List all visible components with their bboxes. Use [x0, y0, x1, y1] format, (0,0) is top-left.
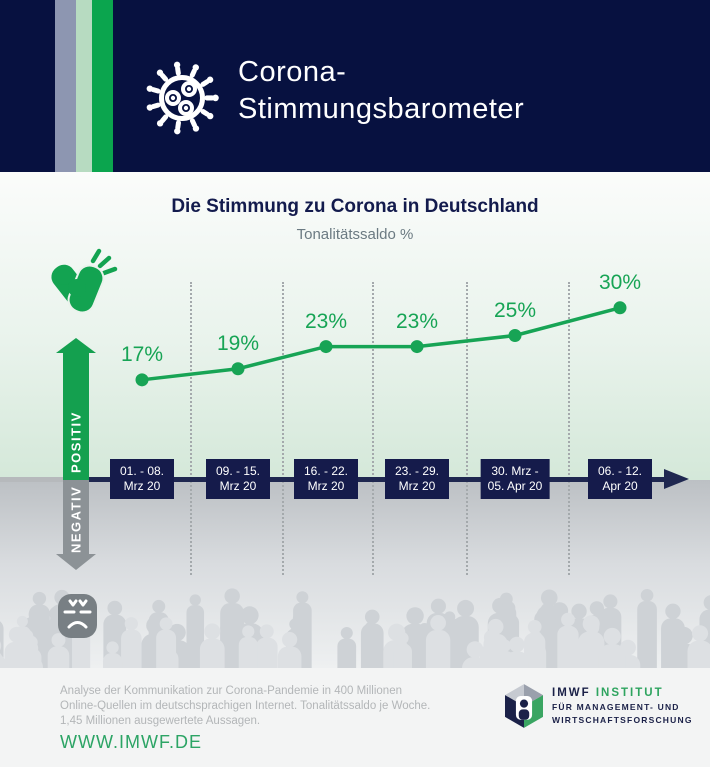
vertical-gridline	[190, 282, 192, 575]
crowd-person-silhouette	[199, 623, 225, 668]
crowd-person-silhouette	[524, 619, 546, 668]
crowd-person-silhouette	[0, 653, 3, 668]
crowd-person-silhouette	[557, 612, 579, 668]
header-stripe-green	[92, 0, 113, 172]
crowd-person-silhouette	[337, 626, 357, 668]
crowd-person-silhouette	[255, 624, 278, 668]
crowd-silhouette-graphic	[0, 588, 710, 668]
imwf-logo-name-green: INSTITUT	[595, 687, 664, 699]
source-note-line2: Online-Quellen im deutschsprachigen Inte…	[60, 700, 431, 712]
website-url: WWW.IMWF.DE	[60, 732, 202, 752]
vertical-gridline	[282, 282, 284, 575]
crowd-person-silhouette	[637, 588, 657, 668]
imwf-logo-line2: FÜR MANAGEMENT- UND	[552, 702, 680, 712]
data-point-label: 17%	[120, 342, 164, 366]
crowd-person-silhouette	[425, 615, 451, 668]
x-axis-left-segment	[0, 477, 63, 482]
crowd-person-silhouette	[103, 641, 123, 668]
positive-axis-label: POSITIV	[68, 411, 84, 473]
app-title-line2: Stimmungsbarometer	[238, 93, 525, 125]
crowd-person-silhouette	[186, 594, 205, 668]
crowd-person-silhouette	[360, 609, 384, 668]
x-axis-label: 09. - 15. Mrz 20	[206, 459, 270, 499]
chart-title: Die Stimmung zu Corona in Deutschland	[171, 196, 539, 217]
crowd-person-silhouette	[238, 625, 258, 668]
imwf-logo: IMWF INSTITUT FÜR MANAGEMENT- UND WIRTSC…	[505, 684, 693, 728]
source-note-line1: Analyse der Kommunikation zur Corona-Pan…	[60, 685, 402, 697]
crowd-person-silhouette	[47, 633, 70, 668]
crowd-person-silhouette	[581, 620, 604, 668]
crowd-person-silhouette	[687, 625, 710, 668]
vertical-gridline	[371, 282, 374, 575]
x-axis-label: 16. - 22. Mrz 20	[294, 459, 358, 499]
negative-arrow-body	[63, 480, 89, 554]
data-point-label: 23%	[304, 309, 348, 333]
x-axis-label: 01. - 08. Mrz 20	[110, 459, 174, 499]
crowd-person-silhouette	[504, 636, 529, 668]
imwf-logo-name: IMWF INSTITUT	[552, 687, 693, 700]
negative-arrow-tip-icon	[56, 554, 96, 570]
crowd-person-silhouette	[445, 618, 472, 668]
vertical-gridline	[466, 282, 468, 575]
crowd-person-silhouette	[479, 629, 504, 668]
crowd-person-silhouette	[598, 627, 626, 668]
data-point-label: 30%	[598, 270, 642, 294]
crowd-person-silhouette	[393, 632, 412, 668]
source-note-line3: 1,45 Millionen ausgewertete Aussagen.	[60, 715, 261, 727]
imwf-logo-line3: WIRTSCHAFTSFORSCHUNG	[552, 715, 693, 725]
virus-icon	[146, 61, 219, 135]
crowd-person-silhouette	[220, 588, 245, 668]
imwf-logo-cube-icon	[505, 684, 543, 728]
source-note: Analyse der Kommunikation zur Corona-Pan…	[60, 684, 430, 729]
positive-arrow-body	[63, 352, 89, 480]
crowd-person-silhouette	[4, 626, 29, 668]
crowd-person-silhouette	[156, 617, 177, 668]
imwf-logo-name-bold: IMWF	[552, 687, 591, 699]
negative-axis-label: NEGATIV	[68, 485, 84, 553]
app-title: Corona- Stimmungsbarometer	[238, 54, 524, 128]
vertical-gridline	[567, 282, 570, 575]
chart-subtitle: Tonalitätssaldo %	[296, 226, 414, 243]
header-stripe-grayblue	[55, 0, 76, 172]
x-axis-line	[89, 477, 666, 482]
imwf-logo-text: IMWF INSTITUT FÜR MANAGEMENT- UND WIRTSC…	[552, 687, 693, 726]
sad-face-icon	[58, 594, 97, 638]
positive-arrow-tip-icon	[56, 338, 96, 353]
crowd-person-silhouette	[277, 632, 302, 668]
crowd-person-silhouette	[667, 621, 685, 668]
footer-background	[0, 668, 710, 767]
header-banner: Corona- Stimmungsbarometer	[0, 0, 710, 172]
x-axis-label: 30. Mrz -05. Apr 20	[480, 459, 550, 499]
x-axis-label: 06. - 12. Apr 20	[588, 459, 652, 499]
crowd-person-silhouette	[121, 617, 142, 668]
data-point-label: 19%	[216, 331, 260, 355]
x-axis-arrowhead-icon	[664, 469, 689, 489]
x-axis-label: 23. - 29. Mrz 20	[385, 459, 449, 499]
app-title-line1: Corona-	[238, 56, 347, 88]
header-stripe-lightgreen	[76, 0, 92, 172]
data-point-label: 23%	[395, 309, 439, 333]
data-point-label: 25%	[493, 298, 537, 322]
clapping-hands-icon	[51, 248, 118, 314]
